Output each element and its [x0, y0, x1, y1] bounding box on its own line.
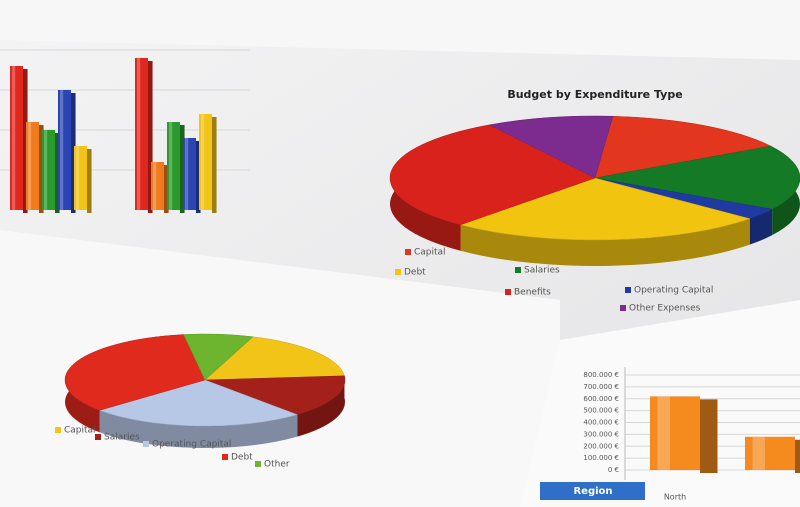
- x-label-box: [540, 482, 645, 500]
- bar-side: [23, 69, 28, 213]
- bar-highlight: [136, 58, 141, 210]
- pie-slice: [204, 336, 345, 381]
- legend-swatch: [143, 441, 149, 447]
- y-tick-label: 100.000 €: [583, 454, 619, 462]
- bar-side: [196, 141, 201, 213]
- x-tick-label: North: [664, 493, 686, 502]
- pie-slice: [459, 177, 751, 241]
- y-tick-label: 200.000 €: [583, 442, 619, 450]
- legend-label: Operating Capital: [152, 440, 231, 450]
- pie-slice: [183, 333, 254, 381]
- bar: [58, 90, 71, 210]
- bar-side: [39, 125, 44, 213]
- legend-swatch: [255, 461, 261, 467]
- bar: [745, 436, 795, 470]
- bar-side: [212, 117, 217, 213]
- legend-swatch: [405, 249, 411, 255]
- legend-swatch: [625, 287, 631, 293]
- bar-highlight: [168, 122, 173, 210]
- bar: [26, 122, 39, 210]
- y-tick-label: 300.000 €: [583, 430, 619, 438]
- bar-highlight: [752, 436, 765, 470]
- y-tick-label: 700.000 €: [583, 383, 619, 391]
- y-tick-label: 600.000 €: [583, 395, 619, 403]
- legend-label: Debt: [231, 453, 253, 463]
- slice-side: [99, 410, 298, 448]
- bar-highlight: [59, 90, 64, 210]
- bar: [74, 146, 87, 210]
- y-tick-label: 400.000 €: [583, 419, 619, 427]
- legend-label: Capital: [64, 426, 96, 436]
- bar: [135, 58, 148, 210]
- legend-label: Operating Capital: [634, 286, 713, 296]
- legend-label: Debt: [404, 268, 426, 278]
- legend-label: Other Expenses: [629, 304, 701, 314]
- bar: [167, 122, 180, 210]
- pie-slice: [389, 124, 596, 226]
- legend-label: Capital: [414, 248, 446, 258]
- y-tick-label: 800.000 €: [583, 371, 619, 379]
- legend-swatch: [620, 305, 626, 311]
- bar: [42, 130, 55, 210]
- legend-swatch: [505, 289, 511, 295]
- chart-title: Budget by Expenditure Type: [507, 88, 682, 101]
- bar: [10, 66, 23, 210]
- bar-side: [55, 133, 60, 213]
- legend-label: Salaries: [104, 433, 140, 443]
- bar-side: [87, 149, 92, 213]
- pie-slice: [64, 334, 206, 411]
- legend-label: Benefits: [514, 288, 551, 298]
- bar-side: [700, 399, 718, 473]
- x-axis-label: Region: [573, 486, 612, 497]
- legend-swatch: [55, 427, 61, 433]
- pie-slice: [488, 115, 614, 179]
- bar: [199, 114, 212, 210]
- slice-side: [297, 375, 345, 437]
- legend-swatch: [395, 269, 401, 275]
- bar-highlight: [152, 162, 157, 210]
- slice-side: [460, 218, 750, 266]
- bar-side: [795, 439, 800, 473]
- slice-side: [749, 209, 773, 245]
- bar-side: [180, 125, 185, 213]
- legend-swatch: [95, 434, 101, 440]
- bar-highlight: [75, 146, 80, 210]
- pie-slice: [204, 375, 346, 415]
- bar: [650, 396, 700, 470]
- paper: [0, 0, 800, 60]
- bar-side: [148, 61, 153, 213]
- y-tick-label: 0 €: [608, 466, 619, 474]
- bar-highlight: [657, 396, 670, 470]
- bar-highlight: [184, 138, 189, 210]
- pie-slice: [594, 115, 772, 179]
- bar: [183, 138, 196, 210]
- bar-highlight: [43, 130, 48, 210]
- bar-highlight: [200, 114, 205, 210]
- bar-highlight: [27, 122, 32, 210]
- legend-swatch: [222, 454, 228, 460]
- bar-side: [71, 93, 76, 213]
- legend-label: Salaries: [524, 266, 560, 276]
- legend-swatch: [515, 267, 521, 273]
- bar-highlight: [11, 66, 16, 210]
- legend-label: Other: [264, 460, 290, 470]
- bar: [151, 162, 164, 210]
- bar-side: [164, 165, 169, 213]
- y-tick-label: 500.000 €: [583, 407, 619, 415]
- pie-slice: [98, 379, 299, 427]
